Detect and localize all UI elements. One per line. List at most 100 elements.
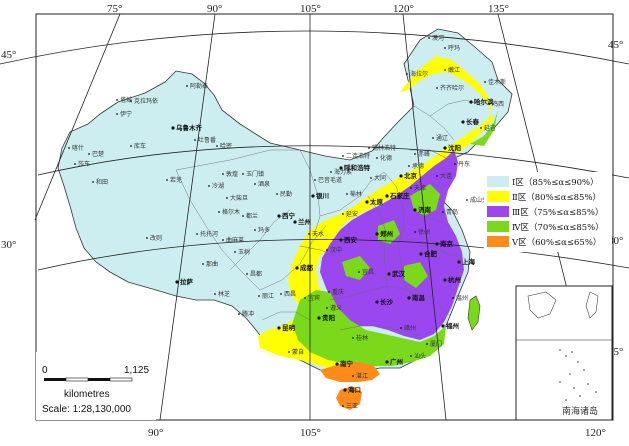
- city-marker: [330, 171, 332, 173]
- scale-seg-3: [88, 378, 110, 381]
- city-marker: [410, 187, 412, 189]
- city-marker: [74, 163, 76, 165]
- city-label: 那曲: [206, 260, 218, 268]
- city-marker: [457, 260, 461, 264]
- city-marker: [194, 139, 196, 141]
- city-label: 海拉尔: [410, 70, 428, 78]
- city-marker: [484, 81, 486, 83]
- city-marker: [454, 163, 456, 165]
- city-label: 呼玛: [448, 44, 460, 52]
- city-label: 格尔木: [222, 208, 240, 216]
- inset-island-dot: [583, 369, 585, 371]
- inset-island-dot: [565, 399, 567, 401]
- city-label: 玉树: [238, 248, 250, 256]
- city-label: 桂林: [356, 334, 368, 342]
- city-label: 南昌: [412, 293, 425, 302]
- inset-island-dot: [573, 387, 575, 389]
- city-label: 广州: [390, 357, 403, 366]
- inset-island-dot: [559, 349, 561, 351]
- city-marker: [116, 99, 118, 101]
- city-label: 蒙自: [292, 348, 304, 356]
- scale-background: [36, 352, 156, 420]
- city-label: 西昌: [284, 291, 296, 298]
- city-label: 昌都: [250, 270, 262, 278]
- city-marker: [218, 211, 220, 213]
- city-label: 莎车: [78, 160, 90, 168]
- scale-bar: 0 1,125 kilometres Scale: 1:28,130,000: [36, 352, 156, 420]
- city-label: 延吉: [484, 124, 496, 132]
- city-marker: [339, 166, 343, 170]
- city-label: 丹东: [458, 160, 470, 168]
- inset-island-dots: [559, 349, 597, 401]
- city-marker: [343, 388, 347, 392]
- city-label: 佳木斯: [488, 78, 506, 86]
- city-marker: [196, 233, 198, 235]
- city-marker: [358, 271, 360, 273]
- scale-ratio: Scale: 1:28,130,000: [42, 404, 131, 415]
- city-label: 巴音毛道: [318, 176, 342, 184]
- inset-island-dot: [571, 351, 573, 353]
- city-label: 太原: [369, 197, 384, 206]
- city-label: 合肥: [423, 249, 438, 258]
- city-label: 化德: [380, 154, 392, 162]
- city-label: 厦门: [430, 340, 442, 348]
- china-zone-v-region: [320, 362, 380, 410]
- city-marker: [365, 200, 369, 204]
- city-marker: [335, 362, 339, 366]
- legend: Ⅰ区（85%≤α≤90%） Ⅱ区（80%≤α≤85%） Ⅲ区（75%≤α≤85%） Ⅳ…: [484, 172, 612, 252]
- city-label: 成都: [300, 263, 314, 272]
- city-marker: [444, 47, 446, 49]
- coord-bottom-120: 120°: [585, 427, 606, 439]
- inset-island-dot: [579, 395, 581, 397]
- legend-label-2: Ⅱ区（80%≤α≤85%）: [512, 192, 601, 203]
- city-label: 榆林: [350, 190, 362, 198]
- city-label: 吐鲁番: [198, 136, 216, 144]
- legend-swatch-2: [487, 191, 509, 202]
- city-marker: [435, 242, 439, 246]
- legend-label-4: Ⅳ区（70%≤α≤85%）: [512, 222, 604, 233]
- city-label: 汉中: [330, 246, 342, 254]
- taiwan-island: [467, 295, 481, 331]
- city-marker: [226, 197, 228, 199]
- coord-top-120: 120°: [393, 3, 414, 15]
- city-label: 天津: [414, 185, 426, 192]
- city-marker: [238, 313, 240, 315]
- inset-south-china-sea: 南海诸岛: [515, 285, 613, 421]
- city-marker: [254, 229, 256, 231]
- city-label: 长春: [466, 117, 480, 126]
- city-marker: [208, 185, 210, 187]
- city-marker: [277, 214, 281, 218]
- city-marker: [234, 251, 236, 253]
- coord-top-105: 105°: [300, 3, 321, 15]
- city-marker: [222, 239, 224, 241]
- city-label: 腾冲: [242, 310, 254, 318]
- city-label: 都兰: [246, 212, 258, 220]
- city-marker: [166, 179, 168, 181]
- coord-right-45: 45°: [608, 39, 623, 51]
- city-label: 克拉玛依: [134, 97, 158, 105]
- city-label: 塔城: [120, 96, 132, 104]
- coord-top-135: 135°: [488, 3, 509, 15]
- city-marker: [339, 238, 343, 242]
- city-marker: [368, 147, 370, 149]
- city-marker: [452, 297, 454, 299]
- city-marker: [186, 85, 188, 87]
- city-label: 昆明: [282, 323, 296, 332]
- city-label: 上海: [462, 257, 476, 266]
- city-label: 伊宁: [120, 110, 132, 118]
- city-marker: [116, 113, 118, 115]
- city-label: 若羌: [170, 176, 182, 184]
- legend-swatch-3: [487, 206, 509, 217]
- city-label: 酒泉: [258, 180, 270, 188]
- city-marker: [214, 293, 216, 295]
- city-marker: [461, 120, 465, 124]
- city-marker: [258, 295, 260, 297]
- city-marker: [216, 145, 218, 147]
- city-marker: [328, 291, 330, 293]
- city-label: 石家庄: [389, 191, 410, 200]
- city-marker: [342, 155, 344, 157]
- city-label: 兰州: [298, 217, 311, 226]
- city-label: 北京: [404, 171, 418, 180]
- city-label: 民勤: [280, 190, 292, 198]
